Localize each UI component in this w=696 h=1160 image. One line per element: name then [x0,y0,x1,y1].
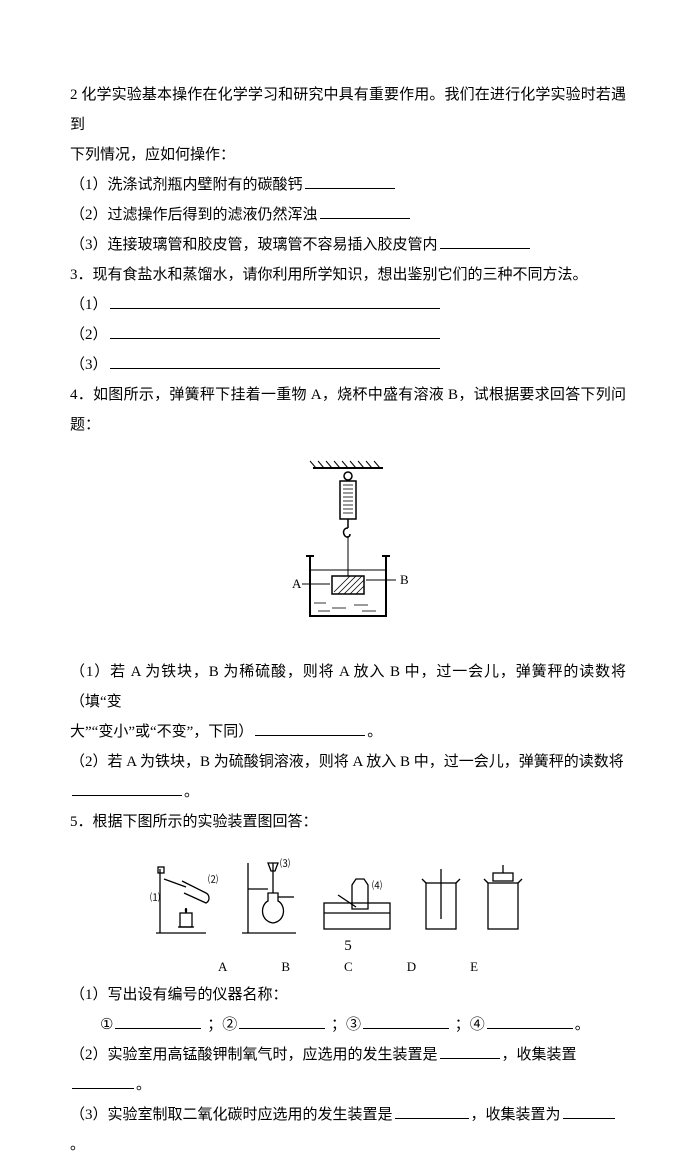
q3-part3: （3） [70,350,626,380]
q5-row-c: ；③ [331,1017,361,1033]
q5-p3a: （3）实验室制取二氧化碳时应选用的发生装置是 [70,1107,393,1123]
page-number: 5 [0,931,696,961]
spring-beaker-diagram: A B [258,458,438,628]
q5-p2-blank2[interactable] [72,1072,134,1090]
q5-p3-blank2[interactable] [563,1102,615,1120]
q5-p2-blank1[interactable] [440,1042,500,1060]
svg-text:⑶: ⑶ [280,857,290,870]
q4-p1-tail: 。 [367,724,382,740]
q5-row-blank2[interactable] [239,1012,325,1030]
q5-p2a: （2）实验室用高锰酸钾制氧气时，应选用的发生装置是 [70,1047,438,1063]
q5-row-tail: 。 [575,1017,590,1033]
q5-row-blank4[interactable] [487,1012,573,1030]
q4-p2-tail: 。 [184,784,199,800]
q5-stem: 5．根据下图所示的实验装置图回答： [70,807,626,837]
q5-p2-tail: 。 [136,1077,151,1093]
q3-p1-label: （1） [70,297,108,313]
q4-part2-line2: 。 [70,777,626,807]
q4-p2-blank[interactable] [72,779,182,797]
q2-p1-text: （1）洗涤试剂瓶内壁附有的碳酸钙 [70,177,303,193]
q3-part1: （1） [70,290,626,320]
q4-part1-line2: 大”“变小”或“不变”，下同） 。 [70,717,626,747]
q3-p1-blank[interactable] [110,292,440,310]
q5-p3b: ，收集装置为 [471,1107,561,1123]
q5-row-blank3[interactable] [363,1012,449,1030]
q2-p2-blank[interactable] [320,202,410,220]
q4-stem: 4．如图所示，弹簧秤下挂着一重物 A，烧杯中盛有溶液 B，试根据要求回答下列问题… [70,380,626,440]
q3-p3-label: （3） [70,357,108,373]
q2-stem-line1: 2 化学实验基本操作在化学学习和研究中具有重要作用。我们在进行化学实验时若遇到 [70,80,626,140]
q5-row-a: ① [100,1017,113,1033]
worksheet-page: 2 化学实验基本操作在化学学习和研究中具有重要作用。我们在进行化学实验时若遇到 … [0,0,696,983]
label-b: B [400,572,409,587]
q4-p1b-text: 大”“变小”或“不变”，下同） [70,724,253,740]
q5-row-d: ；④ [455,1017,485,1033]
q4-figure: A B [70,458,626,639]
q2-p3-text: （3）连接玻璃管和胶皮管，玻璃管不容易插入胶皮管内 [70,237,438,253]
q4-part1-line1: （1）若 A 为铁块，B 为稀硫酸，则将 A 放入 B 中，过一会儿，弹簧秤的读… [70,657,626,717]
q2-part1: （1）洗涤试剂瓶内壁附有的碳酸钙 [70,170,626,200]
q2-p2-text: （2）过滤操作后得到的滤液仍然浑浊 [70,207,318,223]
q5-part2: （2）实验室用高锰酸钾制氧气时，应选用的发生装置是 ，收集装置。 [70,1040,626,1100]
q3-part2: （2） [70,320,626,350]
q2-stem-line2: 下列情况，应如何操作： [70,140,626,170]
q5-part1: （1）写出设有编号的仪器名称： [70,980,626,1010]
apparatus-diagram: ⑵ ⑴ ⑶ [148,849,548,941]
q2-part3: （3）连接玻璃管和胶皮管，玻璃管不容易插入胶皮管内 [70,230,626,260]
q5-p3-blank1[interactable] [395,1102,469,1120]
svg-text:⑴: ⑴ [150,891,160,904]
q2-part2: （2）过滤操作后得到的滤液仍然浑浊 [70,200,626,230]
svg-text:⑵: ⑵ [208,873,218,886]
q5-p3-tail: 。 [70,1137,85,1153]
q4-part2-line1: （2）若 A 为铁块，B 为硫酸铜溶液，则将 A 放入 B 中，过一会儿，弹簧秤… [70,747,626,777]
label-a: A [292,576,302,591]
q5-row-blank1[interactable] [115,1012,201,1030]
q5-part1-row: ① ；② ；③ ；④ 。 [70,1010,626,1040]
q3-p3-blank[interactable] [110,352,440,370]
q5-part3: （3）实验室制取二氧化碳时应选用的发生装置是 ，收集装置为。 [70,1100,626,1160]
q5-p2b: ，收集装置 [502,1047,577,1063]
q3-p2-blank[interactable] [110,322,440,340]
q4-p1-blank[interactable] [255,719,365,737]
q5-row-b: ；② [207,1017,237,1033]
q3-p2-label: （2） [70,327,108,343]
q3-stem: 3．现有食盐水和蒸馏水，请你利用所学知识，想出鉴别它们的三种不同方法。 [70,260,626,290]
q2-p3-blank[interactable] [440,232,530,250]
q2-p1-blank[interactable] [305,172,395,190]
svg-text:⑷: ⑷ [372,879,382,892]
